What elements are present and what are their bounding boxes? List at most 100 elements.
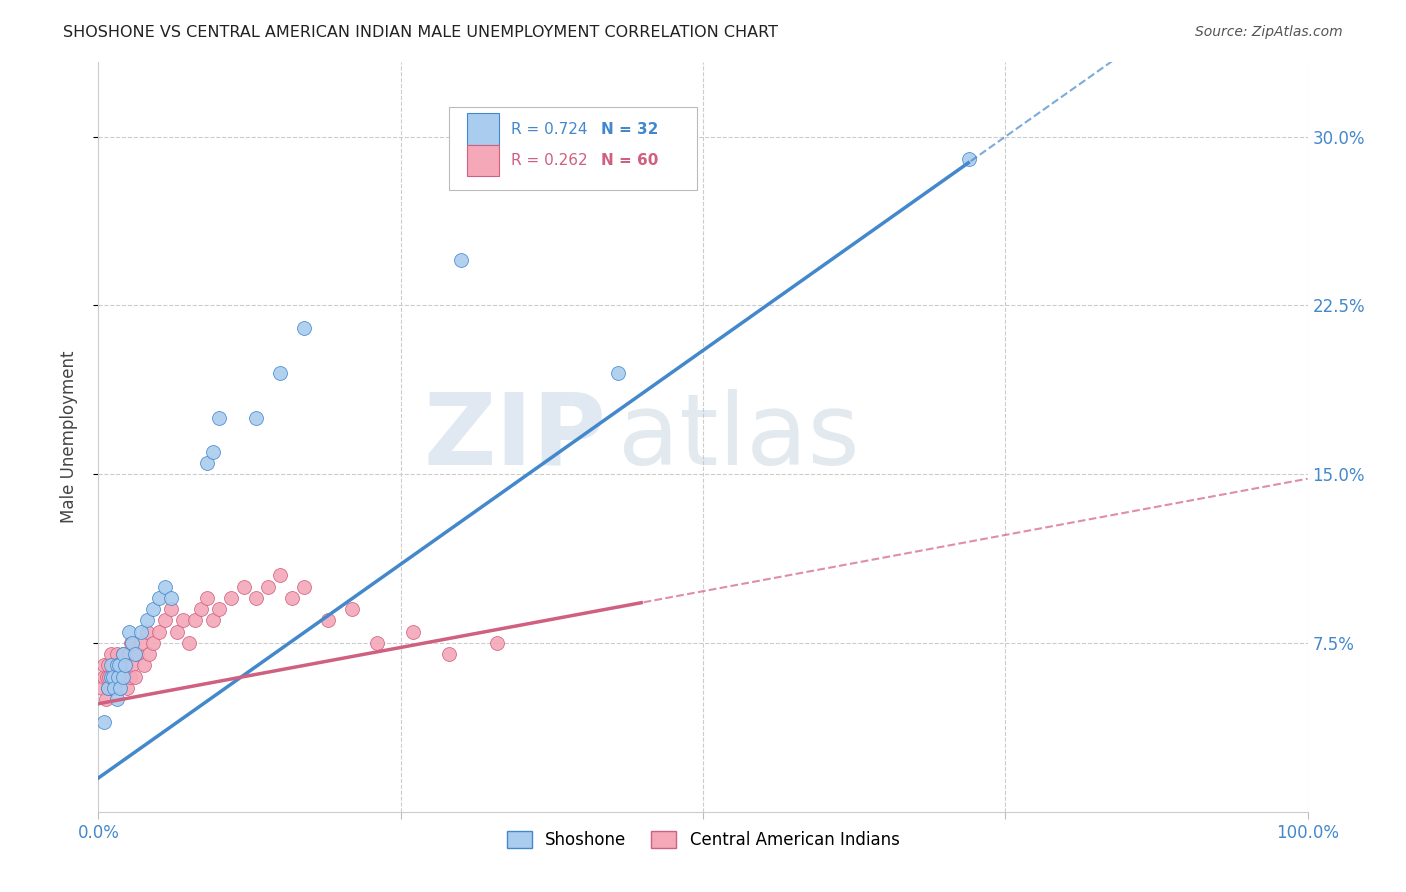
Point [607, 366, 630, 380]
Point [111, 647, 134, 661]
Point [245, 411, 267, 425]
Point [208, 602, 231, 616]
Point [486, 636, 509, 650]
Point [121, 658, 143, 673]
Point [118, 624, 141, 639]
Y-axis label: Male Unemployment: Male Unemployment [59, 351, 77, 524]
Text: ZIP: ZIP [423, 389, 606, 485]
Point [98, 670, 121, 684]
Point [100, 658, 122, 673]
Point [402, 624, 425, 639]
Point [93, 670, 115, 684]
Point [129, 636, 152, 650]
Text: Source: ZipAtlas.com: Source: ZipAtlas.com [1195, 25, 1343, 39]
Point [120, 636, 142, 650]
Point [221, 591, 243, 605]
Point [103, 681, 125, 695]
Point [269, 366, 291, 380]
Point [184, 614, 207, 628]
Point [111, 670, 134, 684]
Point [108, 681, 131, 695]
Point [256, 580, 278, 594]
Point [97, 658, 120, 673]
Point [437, 647, 460, 661]
Point [142, 636, 165, 650]
Point [135, 614, 157, 628]
Point [292, 321, 315, 335]
Text: R = 0.262: R = 0.262 [510, 153, 588, 168]
Point [94, 692, 117, 706]
Point [103, 681, 125, 695]
Legend: Shoshone, Central American Indians: Shoshone, Central American Indians [501, 824, 905, 855]
FancyBboxPatch shape [467, 145, 499, 177]
Point [115, 658, 138, 673]
Point [101, 658, 124, 673]
Point [232, 580, 254, 594]
Text: atlas: atlas [619, 389, 860, 485]
Point [134, 658, 156, 673]
Point [245, 591, 267, 605]
Point [142, 602, 165, 616]
Text: N = 32: N = 32 [602, 121, 659, 136]
Text: SHOSHONE VS CENTRAL AMERICAN INDIAN MALE UNEMPLOYMENT CORRELATION CHART: SHOSHONE VS CENTRAL AMERICAN INDIAN MALE… [63, 25, 779, 40]
Point [179, 636, 201, 650]
Point [101, 670, 124, 684]
Point [107, 670, 129, 684]
Point [208, 411, 231, 425]
Point [366, 636, 388, 650]
Point [153, 580, 176, 594]
Point [111, 647, 134, 661]
Point [117, 681, 139, 695]
Point [105, 647, 128, 661]
Point [166, 624, 188, 639]
Point [202, 444, 225, 458]
FancyBboxPatch shape [449, 107, 697, 190]
Point [129, 624, 152, 639]
Point [91, 681, 114, 695]
Point [100, 647, 122, 661]
Point [127, 647, 149, 661]
Point [108, 658, 131, 673]
Point [172, 614, 194, 628]
Point [97, 681, 120, 695]
Point [124, 670, 146, 684]
Point [114, 670, 136, 684]
Point [105, 658, 128, 673]
Point [450, 253, 472, 268]
Point [100, 670, 122, 684]
Text: R = 0.724: R = 0.724 [510, 121, 588, 136]
Point [269, 568, 291, 582]
Point [160, 591, 183, 605]
Point [153, 614, 176, 628]
Point [110, 670, 132, 684]
Point [195, 456, 218, 470]
Point [160, 602, 183, 616]
Point [93, 658, 115, 673]
Point [114, 658, 136, 673]
Point [97, 681, 120, 695]
Point [121, 636, 143, 650]
Point [292, 580, 315, 594]
Point [108, 658, 131, 673]
Point [100, 670, 122, 684]
Point [93, 714, 115, 729]
Point [281, 591, 304, 605]
Point [100, 681, 122, 695]
Point [342, 602, 364, 616]
Point [105, 692, 128, 706]
Point [316, 614, 339, 628]
Point [957, 152, 980, 166]
Point [111, 658, 134, 673]
Point [124, 647, 146, 661]
Point [108, 681, 131, 695]
Point [148, 624, 170, 639]
Point [195, 591, 218, 605]
Point [148, 591, 170, 605]
Point [202, 614, 225, 628]
Point [138, 647, 160, 661]
Point [190, 602, 212, 616]
FancyBboxPatch shape [467, 113, 499, 145]
Point [118, 647, 141, 661]
Point [135, 624, 157, 639]
Point [104, 670, 127, 684]
